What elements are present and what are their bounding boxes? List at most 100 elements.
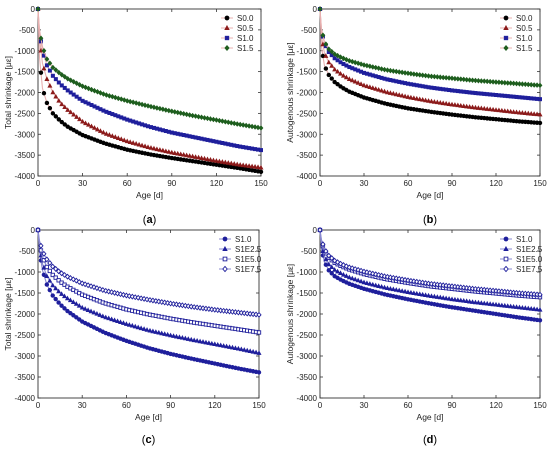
data-point <box>135 324 141 330</box>
legend-label: S1E2.5 <box>235 245 262 254</box>
data-point <box>53 296 58 302</box>
data-point <box>188 303 194 310</box>
legend-marker <box>224 15 230 21</box>
x-tick-label: 90 <box>448 401 457 410</box>
legend-label: S0.5 <box>237 24 254 33</box>
data-point <box>332 267 338 272</box>
data-point <box>59 291 65 296</box>
data-point <box>250 348 256 354</box>
data-point <box>335 268 341 274</box>
data-point <box>411 290 417 295</box>
y-tick-label: -3500 <box>15 151 36 160</box>
data-point <box>420 291 426 297</box>
data-point <box>176 301 183 308</box>
legend-marker <box>224 35 230 41</box>
x-tick-label: 0 <box>318 179 323 188</box>
data-point <box>115 318 121 324</box>
data-point <box>522 110 528 116</box>
data-point <box>511 80 516 87</box>
data-point <box>349 275 355 281</box>
data-point <box>71 313 76 318</box>
x-tick-label: 60 <box>122 401 131 410</box>
data-point <box>452 296 458 302</box>
data-point <box>50 64 56 71</box>
data-point <box>402 276 408 283</box>
data-point <box>191 304 197 311</box>
y-tick-label: -2500 <box>297 109 318 118</box>
series-s0-5 <box>35 6 264 170</box>
data-point <box>212 341 218 347</box>
data-point <box>50 263 56 270</box>
data-point <box>355 266 361 273</box>
data-point <box>94 311 100 316</box>
data-point <box>437 74 443 80</box>
data-point <box>65 88 70 93</box>
data-point <box>431 99 437 104</box>
y-tick-label: -2000 <box>297 310 318 319</box>
data-point <box>124 138 130 144</box>
data-point <box>516 109 522 115</box>
data-point <box>411 71 417 77</box>
data-point <box>420 72 426 79</box>
data-point <box>123 292 129 299</box>
data-point <box>475 299 481 305</box>
data-point <box>238 346 244 352</box>
data-point <box>258 169 264 175</box>
data-point <box>120 320 126 325</box>
data-point <box>487 301 493 306</box>
data-point <box>156 329 162 335</box>
data-point <box>141 326 147 331</box>
data-point <box>173 301 180 308</box>
data-point <box>256 350 262 355</box>
data-point <box>420 97 426 102</box>
data-point <box>179 302 185 309</box>
x-tick-label: 150 <box>254 179 268 188</box>
data-point <box>132 323 138 329</box>
data-point <box>323 66 329 71</box>
data-point <box>53 285 59 291</box>
data-point <box>56 268 62 275</box>
data-point <box>35 227 41 233</box>
data-point <box>387 285 393 291</box>
x-axis-title: Age [d] <box>135 412 162 422</box>
data-point <box>106 315 112 321</box>
series-s1-5 <box>35 6 264 131</box>
data-point <box>205 115 210 122</box>
panel-caption: (d) <box>423 434 437 446</box>
data-point <box>138 325 144 331</box>
legend-label: S1.0 <box>516 34 533 43</box>
data-point <box>396 69 402 75</box>
data-point <box>169 149 175 155</box>
data-point <box>382 284 388 290</box>
x-axis-title: Age [d] <box>417 190 444 200</box>
data-point <box>100 313 106 319</box>
data-point <box>472 299 478 305</box>
data-point <box>182 335 188 341</box>
data-point <box>329 76 334 81</box>
data-point <box>187 153 193 158</box>
data-point <box>346 76 352 81</box>
x-tick-label: 60 <box>404 401 413 410</box>
data-point <box>191 337 197 343</box>
data-point <box>47 277 53 283</box>
data-point <box>139 142 145 148</box>
data-point <box>499 302 505 308</box>
data-point <box>514 80 519 87</box>
data-point <box>221 343 227 348</box>
data-point <box>133 141 139 146</box>
data-point <box>429 73 434 80</box>
y-tick-label: -3500 <box>15 373 36 382</box>
y-tick-label: -3000 <box>297 352 318 361</box>
y-axis-title: Total shrinkage [με] <box>3 56 13 129</box>
data-point <box>423 292 429 297</box>
data-point <box>537 306 543 312</box>
x-tick-label: 120 <box>210 179 224 188</box>
chart-panel-d: 0 -500 -1000 -1500 -2000 -2500 -3000 -3500 -4000… <box>285 226 547 446</box>
data-point <box>537 291 543 298</box>
series-s0-0 <box>317 6 543 126</box>
data-point <box>423 97 429 103</box>
data-point <box>38 242 44 249</box>
x-tick-label: 0 <box>318 401 323 410</box>
data-point <box>65 308 70 314</box>
data-point <box>153 329 159 334</box>
